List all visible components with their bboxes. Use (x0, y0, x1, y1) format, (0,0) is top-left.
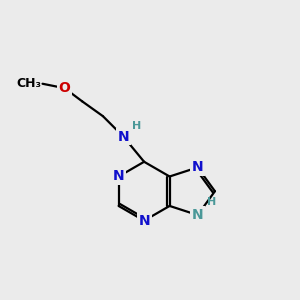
Text: H: H (132, 122, 141, 131)
Text: CH₃: CH₃ (16, 77, 41, 90)
Text: O: O (59, 81, 70, 95)
Text: N: N (118, 130, 129, 144)
Text: N: N (138, 214, 150, 228)
Text: N: N (113, 169, 124, 184)
Text: N: N (192, 208, 203, 222)
Text: N: N (192, 160, 203, 174)
Text: H: H (207, 197, 216, 207)
